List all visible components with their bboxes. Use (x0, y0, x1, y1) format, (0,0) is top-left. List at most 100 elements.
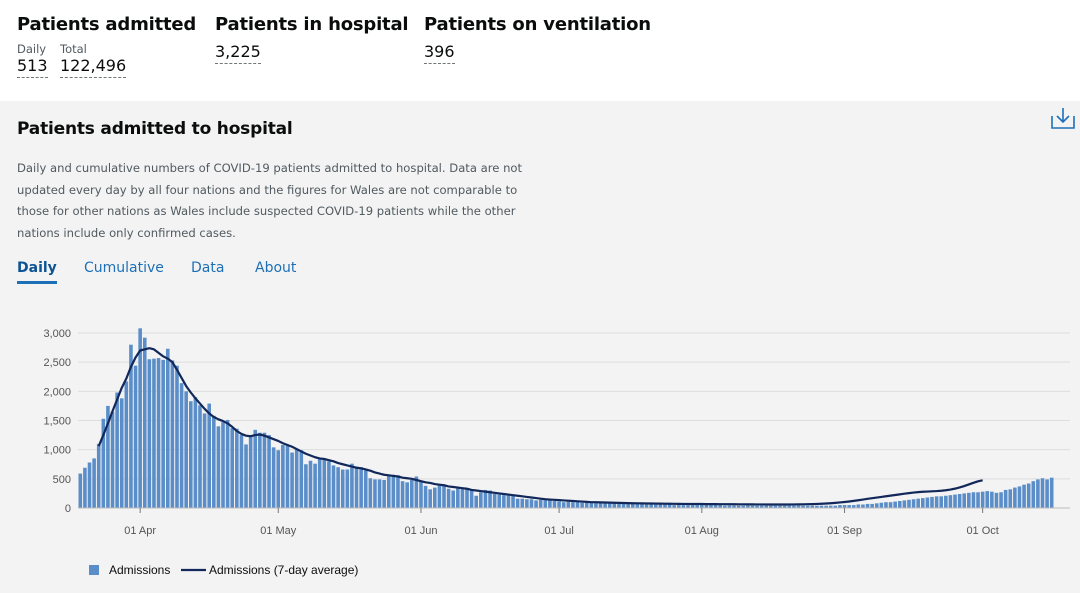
admissions-bar (612, 502, 617, 508)
admissions-bar (400, 481, 405, 508)
admissions-bar (83, 467, 87, 508)
admissions-bar (801, 505, 805, 508)
admissions-bar (1031, 481, 1036, 508)
admissions-bar (156, 358, 161, 508)
admissions-bar (262, 432, 267, 508)
admissions-bar (796, 505, 801, 508)
admissions-bar (727, 505, 732, 508)
admissions-bar (1049, 477, 1054, 508)
y-tick-label: 1,500 (43, 416, 71, 428)
admissions-bar (948, 495, 953, 508)
admissions-bar (317, 458, 322, 508)
admissions-bar (828, 505, 833, 508)
admissions-bar (916, 498, 920, 508)
admissions-bar (248, 435, 253, 508)
metric-title: Patients in hospital (215, 14, 409, 35)
in-hospital-value[interactable]: 3,225 (215, 42, 261, 64)
admissions-bar (230, 428, 235, 508)
admissions-bar (520, 498, 525, 508)
admissions-bar (1036, 479, 1040, 508)
admissions-bar (253, 429, 258, 508)
admissions-bar (787, 505, 792, 508)
admissions-bar (469, 490, 474, 508)
admissions-bar (732, 505, 736, 508)
admissions-bar (741, 505, 746, 508)
admissions-bar (502, 495, 506, 508)
admissions-bar (258, 432, 262, 508)
tab-cumulative[interactable]: Cumulative (84, 260, 164, 276)
admissions-bar (96, 443, 101, 508)
admissions-bar (603, 503, 607, 508)
admissions-bar (142, 337, 147, 508)
admissions-bar (110, 411, 115, 508)
download-icon-svg (1051, 108, 1075, 129)
admissions-bar (308, 460, 313, 508)
admissions-bar (805, 505, 810, 508)
admissions-bar (851, 505, 856, 508)
admissions-bar (451, 490, 455, 508)
admissions-bar (764, 505, 769, 508)
x-tick-label: 01 May (260, 525, 297, 537)
admissions-bar (294, 448, 299, 508)
admissions-bar (865, 503, 870, 508)
admissions-bar (322, 459, 327, 508)
seven-day-average-line (97, 347, 983, 506)
admissions-bar (980, 491, 985, 508)
admissions-bar (907, 499, 911, 508)
admissions-bar (479, 492, 483, 508)
admissions-bar (792, 505, 796, 508)
daily-value[interactable]: 513 (17, 56, 48, 78)
admissions-bar (363, 470, 368, 508)
admissions-bar (497, 494, 502, 508)
admissions-bar (198, 405, 202, 508)
admissions-bar (474, 495, 479, 508)
admissions-bars (78, 328, 1054, 508)
admissions-bar (921, 498, 925, 508)
admissions-bar (184, 391, 188, 508)
admissions-bar (782, 505, 787, 508)
legend-label-admissions: Admissions (109, 563, 170, 577)
x-tick-label: 01 Apr (124, 525, 156, 537)
axes: 0 500 1,000 1,500 2,000 2,500 3,000 01 Apr 01 Ma… (43, 328, 1070, 537)
y-tick-label: 0 (65, 503, 71, 515)
admissions-bar (290, 452, 294, 508)
total-value[interactable]: 122,496 (60, 56, 127, 78)
y-tick-label: 500 (53, 474, 71, 486)
admissions-bar (276, 450, 281, 508)
admissions-bar (976, 492, 980, 508)
admissions-bar (870, 503, 874, 508)
admissions-bar (133, 365, 138, 508)
tab-data[interactable]: Data (191, 260, 225, 276)
ventilation-value[interactable]: 396 (424, 42, 455, 64)
admissions-bar (930, 496, 934, 508)
admissions-bar (879, 502, 884, 508)
download-icon[interactable] (1049, 106, 1077, 130)
admissions-bar (1026, 483, 1031, 508)
admissions-bar (285, 445, 290, 508)
admissions-bar (548, 499, 552, 508)
admissions-bar (239, 435, 244, 508)
admissions-bar (713, 505, 718, 508)
headline-summary: Patients admitted Daily 513 Total 122,49… (0, 0, 1080, 100)
admissions-bar (129, 344, 133, 508)
admissions-bar (161, 359, 165, 508)
admissions-bar (640, 504, 644, 508)
admissions-bar (534, 500, 538, 508)
tab-daily[interactable]: Daily (17, 260, 57, 284)
admissions-bar (677, 505, 681, 508)
admissions-bar (584, 502, 589, 508)
admissions-bar (653, 503, 658, 508)
admissions-bar (391, 474, 396, 508)
admissions-bar (1045, 479, 1049, 508)
admissions-bar (944, 495, 948, 508)
admissions-bar (589, 502, 594, 508)
card-description: Daily and cumulative numbers of COVID-19… (17, 161, 523, 240)
admissions-bar (138, 328, 142, 508)
admissions-bar (456, 487, 460, 508)
admissions-bar (686, 505, 690, 508)
admissions-bar (971, 492, 976, 508)
admissions-bar (925, 497, 930, 508)
tab-about[interactable]: About (255, 260, 297, 276)
admissions-bar (953, 494, 957, 508)
admissions-bar (1040, 478, 1045, 508)
